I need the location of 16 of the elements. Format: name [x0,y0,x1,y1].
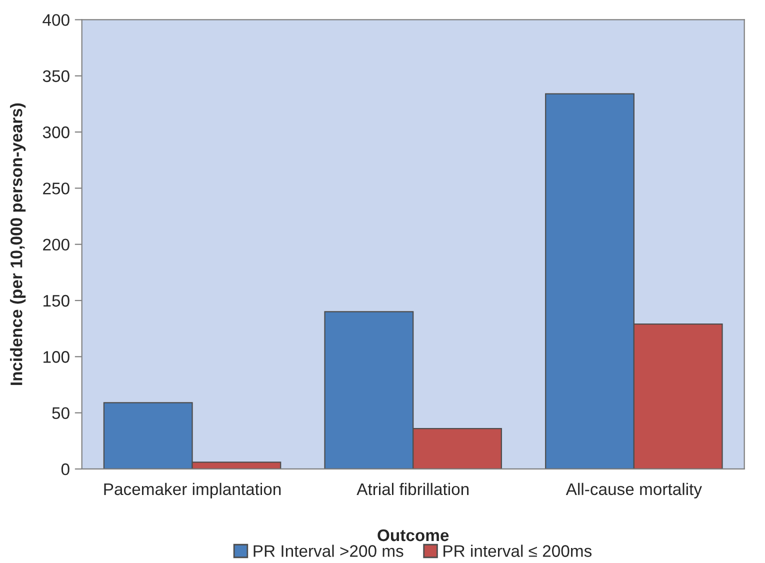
y-axis-title: Incidence (per 10,000 person-years) [10,103,26,385]
y-tick-label: 0 [61,463,70,476]
x-tick-label: Pacemaker implantation [104,482,281,498]
y-tick-label: 100 [44,351,70,363]
y-tick-label: 350 [42,70,70,82]
y-tick-label: 50 [52,407,70,420]
y-tick-label: 150 [44,294,70,307]
y-tick-label: 250 [43,182,70,194]
y-tick-label: 200 [43,238,70,251]
legend-label: PR interval ≤ 200ms [444,544,592,557]
legend-label: PR Interval >200 ms [254,544,404,557]
x-tick-label: Atrial fibrillation [356,482,469,496]
x-axis-title: Outcome [378,529,449,542]
x-tick-label: All-cause mortality [566,482,702,498]
y-tick-label: 400 [42,14,70,26]
y-tick-label: 300 [42,126,70,138]
